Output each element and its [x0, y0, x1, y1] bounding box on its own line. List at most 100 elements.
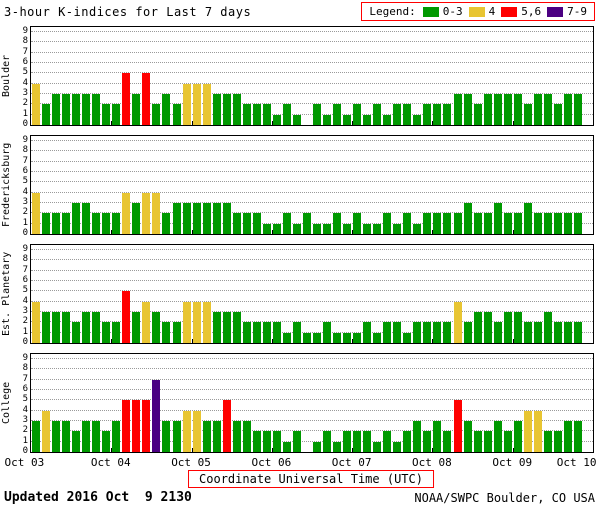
- k-index-bar: [333, 104, 342, 125]
- legend-entry-label: 5,6: [521, 5, 542, 18]
- x-tick-label: Oct 08: [412, 456, 452, 469]
- gridline: [31, 31, 593, 33]
- updated-value: 2016 Oct 9 2130: [58, 490, 192, 505]
- day-tick: [512, 448, 514, 452]
- k-index-bar: [282, 213, 291, 234]
- k-index-bar: [172, 322, 181, 343]
- day-tick: [111, 230, 113, 234]
- k-index-bar: [533, 322, 542, 343]
- k-index-bar: [563, 213, 572, 234]
- day-tick: [432, 448, 434, 452]
- y-tick-label: 1: [22, 326, 28, 337]
- k-index-bar: [172, 104, 181, 125]
- y-tick-label: 2: [22, 316, 28, 327]
- y-tick-label: 5: [22, 67, 28, 78]
- k-index-bar: [92, 312, 101, 343]
- k-index-bar: [32, 192, 41, 234]
- k-index-bar: [463, 203, 472, 234]
- k-index-bar: [543, 431, 552, 452]
- gridline: [31, 280, 593, 282]
- k-index-bar: [42, 104, 51, 125]
- k-index-bar: [132, 400, 141, 452]
- k-index-bar: [222, 400, 231, 452]
- k-index-bar: [463, 421, 472, 452]
- k-index-bar: [262, 223, 271, 234]
- k-index-bar: [453, 94, 462, 125]
- y-tick-label: 5: [22, 394, 28, 405]
- y-tick-label: 0: [22, 119, 28, 129]
- updated-text: Updated 2016 Oct 9 2130: [4, 490, 192, 505]
- y-tick-label: 3: [22, 306, 28, 317]
- k-index-bar: [393, 104, 402, 125]
- k-index-bar: [182, 203, 191, 234]
- k-index-bar: [363, 114, 372, 125]
- gridline: [31, 389, 593, 391]
- k-index-bar: [563, 421, 572, 452]
- k-index-bar: [152, 104, 161, 125]
- k-index-bar: [573, 322, 582, 343]
- k-index-bar: [72, 322, 81, 343]
- k-index-bar: [52, 213, 61, 234]
- k-index-bar: [222, 312, 231, 343]
- k-index-bar: [413, 421, 422, 452]
- k-index-bar: [152, 379, 161, 452]
- k-index-bar: [172, 421, 181, 452]
- k-index-bar: [182, 410, 191, 452]
- k-index-bar: [122, 291, 131, 343]
- y-tick-label: 9: [22, 135, 28, 146]
- k-index-bar: [373, 104, 382, 125]
- k-index-bar: [212, 94, 221, 125]
- day-tick: [352, 230, 354, 234]
- k-index-bar: [573, 213, 582, 234]
- gridline: [31, 51, 593, 53]
- gridline: [31, 171, 593, 173]
- k-index-bar: [162, 94, 171, 125]
- k-index-bar: [563, 322, 572, 343]
- k-index-bar: [82, 312, 91, 343]
- panel-boulder: Boulder 0 1 2 3 4 5 6 7 8 9: [0, 26, 600, 129]
- k-index-bar: [232, 213, 241, 234]
- k-index-bar: [383, 213, 392, 234]
- k-index-bar: [292, 431, 301, 452]
- x-tick-label: Oct 05: [171, 456, 211, 469]
- k-index-bar: [353, 431, 362, 452]
- plot-area: [30, 353, 594, 453]
- k-index-bar: [92, 213, 101, 234]
- k-index-bar: [102, 431, 111, 452]
- k-index-bar: [242, 421, 251, 452]
- k-index-bar: [333, 332, 342, 343]
- k-index-bar: [553, 213, 562, 234]
- gridline: [31, 160, 593, 162]
- gridline: [31, 269, 593, 271]
- y-tick-label: 0: [22, 337, 28, 347]
- k-index-bar: [333, 441, 342, 452]
- k-index-bar: [423, 431, 432, 452]
- k-index-bar: [343, 431, 352, 452]
- k-index-bar: [62, 94, 71, 125]
- y-tick-label: 7: [22, 155, 28, 166]
- k-index-bar: [323, 322, 332, 343]
- y-tick-label: 4: [22, 295, 28, 306]
- k-index-bar: [483, 213, 492, 234]
- k-index-bar: [92, 94, 101, 125]
- k-index-bar: [282, 441, 291, 452]
- k-index-bar: [413, 114, 422, 125]
- k-index-bar: [252, 104, 261, 125]
- k-index-bar: [513, 312, 522, 343]
- day-tick: [352, 121, 354, 125]
- k-index-bar: [202, 421, 211, 452]
- legend-entry: 4: [468, 5, 495, 18]
- y-tick-label: 2: [22, 425, 28, 436]
- x-tick-label: Oct 09: [492, 456, 533, 469]
- k-index-bar: [533, 94, 542, 125]
- k-index-bar: [393, 322, 402, 343]
- legend-entry-label: 7-9: [567, 5, 587, 18]
- k-index-bar: [453, 213, 462, 234]
- gridline: [31, 222, 593, 224]
- gridline: [31, 140, 593, 142]
- k-index-bar: [353, 332, 362, 343]
- y-tick-label: 1: [22, 108, 28, 119]
- k-index-bar: [242, 213, 251, 234]
- plot-area: [30, 26, 594, 126]
- chart-title: 3-hour K-indices for Last 7 days: [4, 5, 252, 19]
